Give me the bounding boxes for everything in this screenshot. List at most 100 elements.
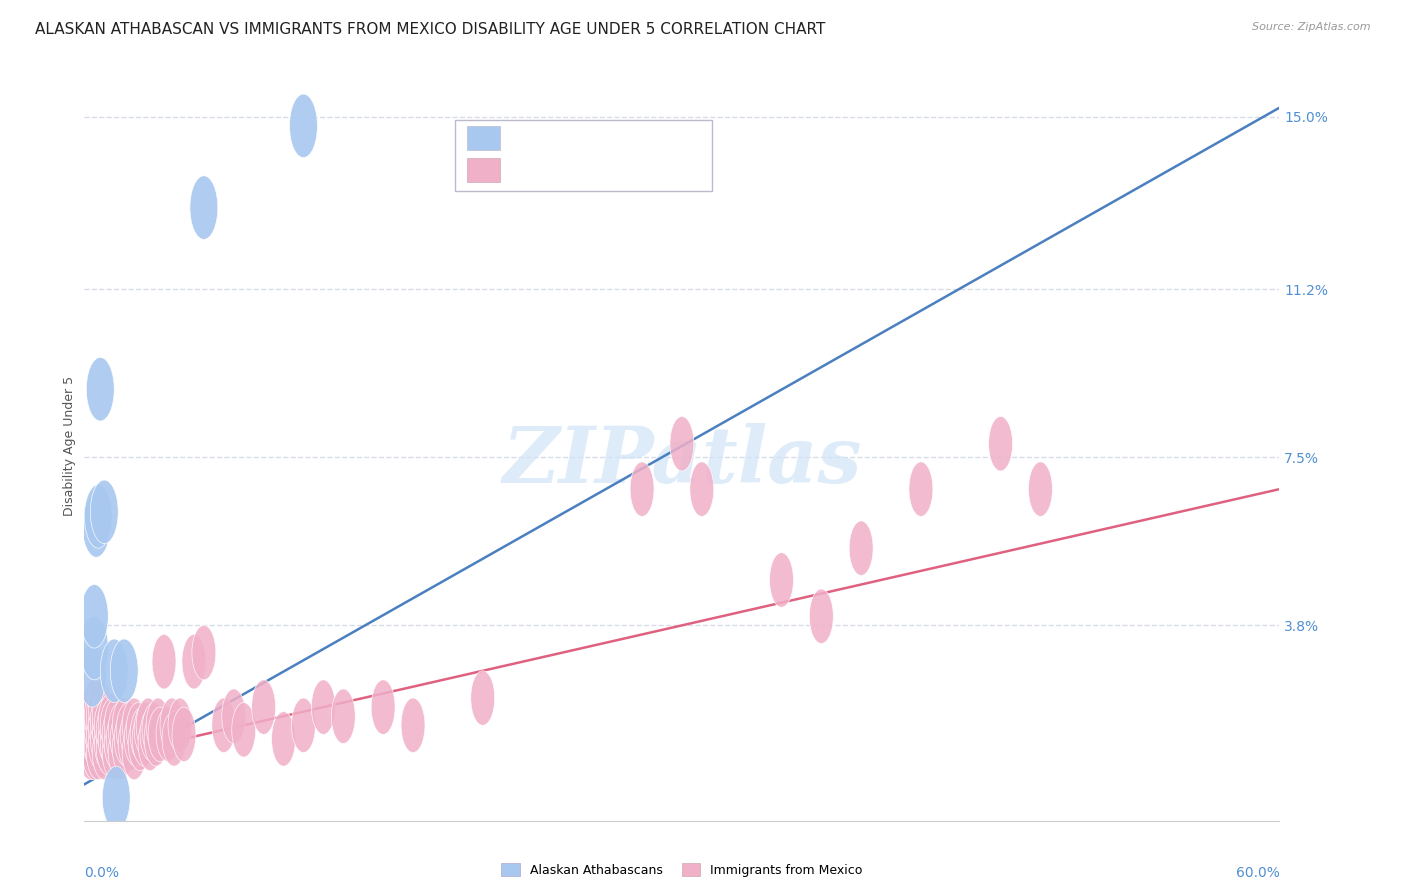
Circle shape xyxy=(100,639,128,703)
Text: 0.0%: 0.0% xyxy=(84,866,120,880)
Circle shape xyxy=(232,703,256,757)
Circle shape xyxy=(94,716,118,771)
Circle shape xyxy=(89,716,112,771)
Circle shape xyxy=(80,698,104,753)
Circle shape xyxy=(118,716,142,771)
Circle shape xyxy=(79,689,103,743)
Circle shape xyxy=(172,707,195,762)
Circle shape xyxy=(84,689,108,743)
Circle shape xyxy=(117,703,141,757)
Circle shape xyxy=(80,716,104,771)
Circle shape xyxy=(93,689,117,743)
Y-axis label: Disability Age Under 5: Disability Age Under 5 xyxy=(63,376,76,516)
Circle shape xyxy=(145,712,169,766)
Circle shape xyxy=(181,634,205,689)
Circle shape xyxy=(212,698,236,753)
Circle shape xyxy=(132,712,156,766)
Circle shape xyxy=(141,707,165,762)
Circle shape xyxy=(124,712,148,766)
Circle shape xyxy=(83,680,107,734)
Circle shape xyxy=(98,693,122,748)
Circle shape xyxy=(104,716,128,771)
Text: Source: ZipAtlas.com: Source: ZipAtlas.com xyxy=(1253,22,1371,32)
Circle shape xyxy=(169,698,191,753)
Circle shape xyxy=(98,712,122,766)
Circle shape xyxy=(1029,462,1053,516)
Circle shape xyxy=(83,693,107,748)
Circle shape xyxy=(122,698,146,753)
Text: R = 0.872   N = 12: R = 0.872 N = 12 xyxy=(512,129,668,144)
Circle shape xyxy=(162,712,186,766)
Circle shape xyxy=(89,680,112,734)
Circle shape xyxy=(107,712,131,766)
Circle shape xyxy=(84,703,108,757)
Circle shape xyxy=(988,417,1012,471)
Circle shape xyxy=(152,634,176,689)
Text: ALASKAN ATHABASCAN VS IMMIGRANTS FROM MEXICO DISABILITY AGE UNDER 5 CORRELATION : ALASKAN ATHABASCAN VS IMMIGRANTS FROM ME… xyxy=(35,22,825,37)
Circle shape xyxy=(79,703,103,757)
FancyBboxPatch shape xyxy=(456,120,711,191)
Circle shape xyxy=(252,680,276,734)
Circle shape xyxy=(271,712,295,766)
Text: R = 0.483   N = 87: R = 0.483 N = 87 xyxy=(512,161,668,177)
Circle shape xyxy=(90,712,114,766)
Circle shape xyxy=(104,698,128,753)
Circle shape xyxy=(112,721,136,775)
Circle shape xyxy=(910,462,934,516)
Circle shape xyxy=(94,698,118,753)
Circle shape xyxy=(690,462,714,516)
Circle shape xyxy=(89,698,112,753)
Circle shape xyxy=(122,725,146,780)
Circle shape xyxy=(83,725,107,780)
Circle shape xyxy=(849,521,873,575)
FancyBboxPatch shape xyxy=(467,158,501,181)
Circle shape xyxy=(112,698,136,753)
Circle shape xyxy=(114,712,138,766)
Circle shape xyxy=(84,716,108,771)
Circle shape xyxy=(291,698,315,753)
Circle shape xyxy=(131,707,155,762)
Circle shape xyxy=(86,358,114,421)
Circle shape xyxy=(100,698,124,753)
Circle shape xyxy=(80,616,108,680)
Circle shape xyxy=(84,484,112,549)
Circle shape xyxy=(146,698,170,753)
Circle shape xyxy=(138,716,162,771)
Text: ZIPatlas: ZIPatlas xyxy=(502,423,862,500)
Circle shape xyxy=(471,671,495,725)
Circle shape xyxy=(332,689,356,743)
Circle shape xyxy=(128,716,152,771)
Text: 60.0%: 60.0% xyxy=(1236,866,1279,880)
Circle shape xyxy=(127,703,150,757)
Circle shape xyxy=(103,766,131,830)
Circle shape xyxy=(103,707,127,762)
Circle shape xyxy=(160,698,184,753)
Circle shape xyxy=(810,589,834,643)
Circle shape xyxy=(90,693,114,748)
Circle shape xyxy=(80,584,108,648)
Circle shape xyxy=(156,707,180,762)
Circle shape xyxy=(630,462,654,516)
Circle shape xyxy=(86,707,110,762)
Circle shape xyxy=(136,698,160,753)
Circle shape xyxy=(79,725,103,780)
Circle shape xyxy=(401,698,425,753)
Circle shape xyxy=(100,716,124,771)
Circle shape xyxy=(108,703,132,757)
Circle shape xyxy=(86,725,110,780)
Circle shape xyxy=(110,639,138,703)
Circle shape xyxy=(142,703,166,757)
Circle shape xyxy=(79,643,107,707)
Circle shape xyxy=(110,712,134,766)
Circle shape xyxy=(290,94,318,158)
Circle shape xyxy=(312,680,336,734)
Circle shape xyxy=(671,417,695,471)
Circle shape xyxy=(121,707,145,762)
Circle shape xyxy=(93,725,117,780)
FancyBboxPatch shape xyxy=(467,126,501,150)
Circle shape xyxy=(190,176,218,239)
Circle shape xyxy=(769,553,793,607)
Circle shape xyxy=(96,721,121,775)
Circle shape xyxy=(134,703,157,757)
Circle shape xyxy=(108,725,132,780)
